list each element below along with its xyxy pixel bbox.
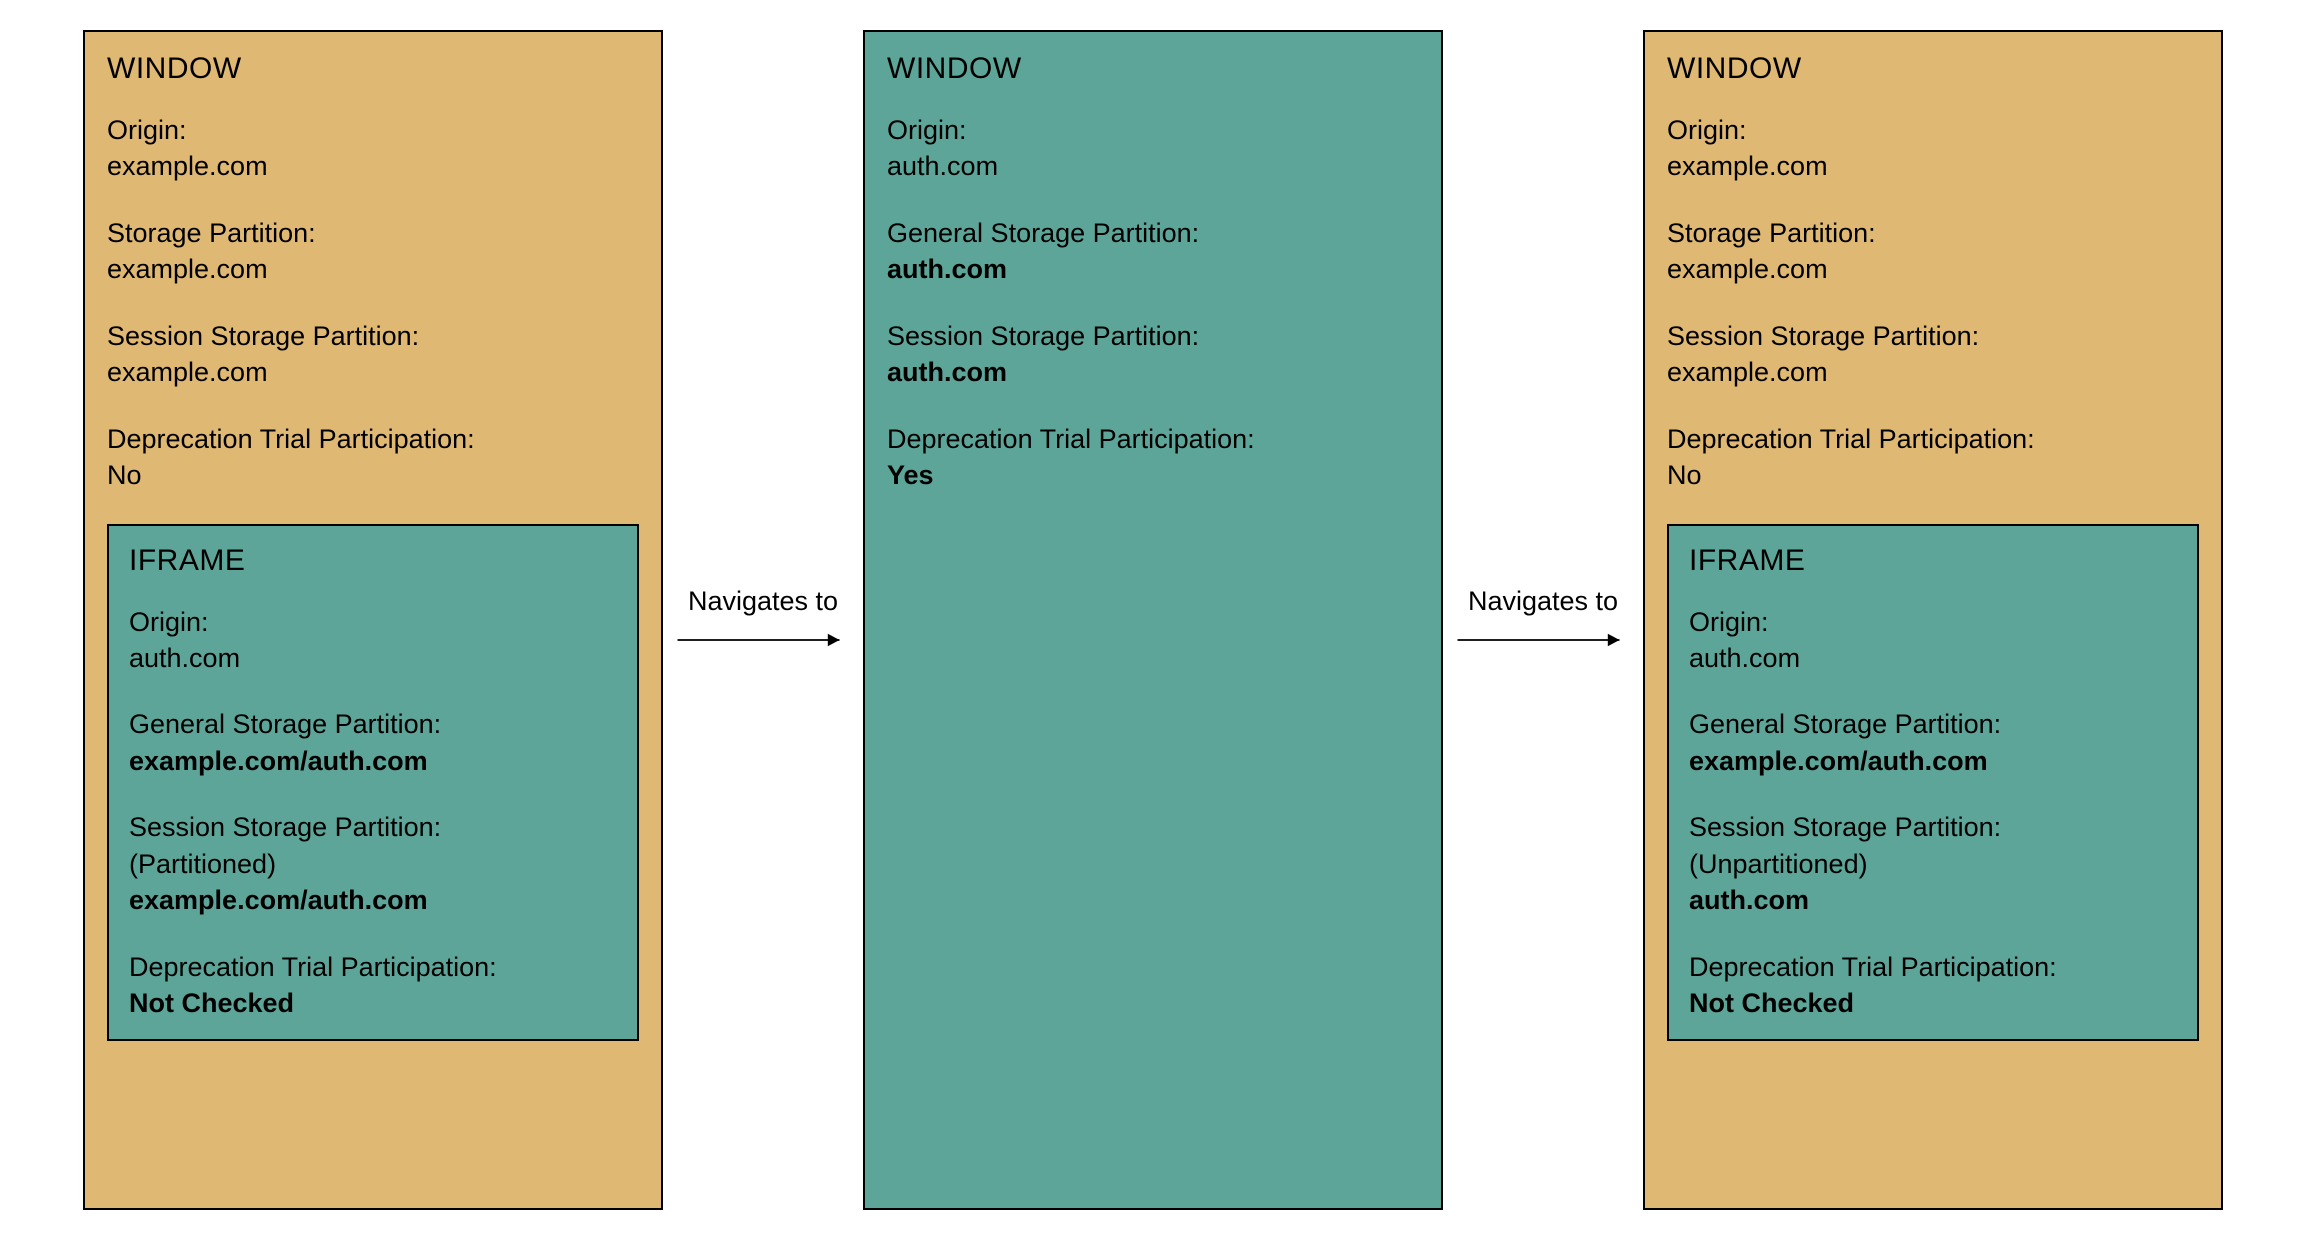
field-label: Session Storage Partition: xyxy=(887,321,1199,351)
iframe-box-right: IFRAME Origin: auth.com General Storage … xyxy=(1667,524,2199,1042)
iframe-field-origin: Origin: auth.com xyxy=(129,604,617,677)
arrow-right-icon xyxy=(673,625,853,655)
field-label: Deprecation Trial Participation: xyxy=(107,424,475,454)
field-value: No xyxy=(1667,460,1702,490)
field-deprecation-trial: Deprecation Trial Participation: No xyxy=(107,421,639,494)
field-session-storage: Session Storage Partition: example.com xyxy=(1667,318,2199,391)
field-note: (Unpartitioned) xyxy=(1689,849,1868,879)
field-session-storage: Session Storage Partition: auth.com xyxy=(887,318,1419,391)
iframe-box-left: IFRAME Origin: auth.com General Storage … xyxy=(107,524,639,1042)
arrow-2: Navigates to xyxy=(1443,586,1643,655)
field-label: Deprecation Trial Participation: xyxy=(129,952,497,982)
field-value: No xyxy=(107,460,142,490)
field-value: Not Checked xyxy=(1689,988,1854,1018)
window-box-left: WINDOW Origin: example.com Storage Parti… xyxy=(83,30,663,1210)
panel-right: WINDOW Origin: example.com Storage Parti… xyxy=(1643,30,2223,1210)
field-value: auth.com xyxy=(129,643,240,673)
field-origin: Origin: example.com xyxy=(1667,112,2199,185)
iframe-field-session-storage: Session Storage Partition: (Unpartitione… xyxy=(1689,809,2177,918)
field-label: Deprecation Trial Participation: xyxy=(887,424,1255,454)
storage-partition-diagram: WINDOW Origin: example.com Storage Parti… xyxy=(30,30,2276,1210)
field-deprecation-trial: Deprecation Trial Participation: No xyxy=(1667,421,2199,494)
field-label: Session Storage Partition: xyxy=(129,812,441,842)
field-value: Not Checked xyxy=(129,988,294,1018)
window-title: WINDOW xyxy=(107,52,639,86)
panel-left: WINDOW Origin: example.com Storage Parti… xyxy=(83,30,663,1210)
field-value: auth.com xyxy=(887,357,1007,387)
iframe-field-deprecation: Deprecation Trial Participation: Not Che… xyxy=(129,949,617,1022)
window-box-right: WINDOW Origin: example.com Storage Parti… xyxy=(1643,30,2223,1210)
field-label: Session Storage Partition: xyxy=(1667,321,1979,351)
field-label: Origin: xyxy=(129,607,209,637)
field-general-storage: General Storage Partition: auth.com xyxy=(887,215,1419,288)
field-label: Origin: xyxy=(1667,115,1747,145)
field-note: (Partitioned) xyxy=(129,849,276,879)
field-label: Storage Partition: xyxy=(107,218,316,248)
field-label: Deprecation Trial Participation: xyxy=(1689,952,2057,982)
window-title: WINDOW xyxy=(1667,52,2199,86)
arrow-label: Navigates to xyxy=(1468,586,1618,617)
field-value: Yes xyxy=(887,460,934,490)
field-label: Origin: xyxy=(887,115,967,145)
field-storage-partition: Storage Partition: example.com xyxy=(1667,215,2199,288)
iframe-title: IFRAME xyxy=(129,544,617,578)
field-label: General Storage Partition: xyxy=(1689,709,2001,739)
iframe-field-deprecation: Deprecation Trial Participation: Not Che… xyxy=(1689,949,2177,1022)
field-value: auth.com xyxy=(887,151,998,181)
field-value: example.com xyxy=(1667,151,1828,181)
field-label: Storage Partition: xyxy=(1667,218,1876,248)
field-label: Session Storage Partition: xyxy=(107,321,419,351)
field-value: auth.com xyxy=(1689,643,1800,673)
field-value: example.com xyxy=(107,151,268,181)
field-session-storage: Session Storage Partition: example.com xyxy=(107,318,639,391)
window-title: WINDOW xyxy=(887,52,1419,86)
field-deprecation-trial: Deprecation Trial Participation: Yes xyxy=(887,421,1419,494)
field-origin: Origin: auth.com xyxy=(887,112,1419,185)
field-value: auth.com xyxy=(887,254,1007,284)
panel-middle: WINDOW Origin: auth.com General Storage … xyxy=(863,30,1443,1210)
field-label: Origin: xyxy=(107,115,187,145)
field-value: example.com xyxy=(1667,357,1828,387)
field-label: Session Storage Partition: xyxy=(1689,812,2001,842)
field-label: Deprecation Trial Participation: xyxy=(1667,424,2035,454)
field-storage-partition: Storage Partition: example.com xyxy=(107,215,639,288)
arrow-1: Navigates to xyxy=(663,586,863,655)
field-label: Origin: xyxy=(1689,607,1769,637)
field-value: example.com/auth.com xyxy=(129,885,428,915)
iframe-title: IFRAME xyxy=(1689,544,2177,578)
arrow-label: Navigates to xyxy=(688,586,838,617)
iframe-field-general-storage: General Storage Partition: example.com/a… xyxy=(1689,706,2177,779)
iframe-field-origin: Origin: auth.com xyxy=(1689,604,2177,677)
field-value: example.com xyxy=(107,357,268,387)
field-value: example.com xyxy=(1667,254,1828,284)
iframe-field-general-storage: General Storage Partition: example.com/a… xyxy=(129,706,617,779)
field-value: auth.com xyxy=(1689,885,1809,915)
field-value: example.com xyxy=(107,254,268,284)
field-origin: Origin: example.com xyxy=(107,112,639,185)
field-label: General Storage Partition: xyxy=(887,218,1199,248)
field-value: example.com/auth.com xyxy=(1689,746,1988,776)
window-box-middle: WINDOW Origin: auth.com General Storage … xyxy=(863,30,1443,1210)
field-value: example.com/auth.com xyxy=(129,746,428,776)
field-label: General Storage Partition: xyxy=(129,709,441,739)
iframe-field-session-storage: Session Storage Partition: (Partitioned)… xyxy=(129,809,617,918)
arrow-right-icon xyxy=(1453,625,1633,655)
